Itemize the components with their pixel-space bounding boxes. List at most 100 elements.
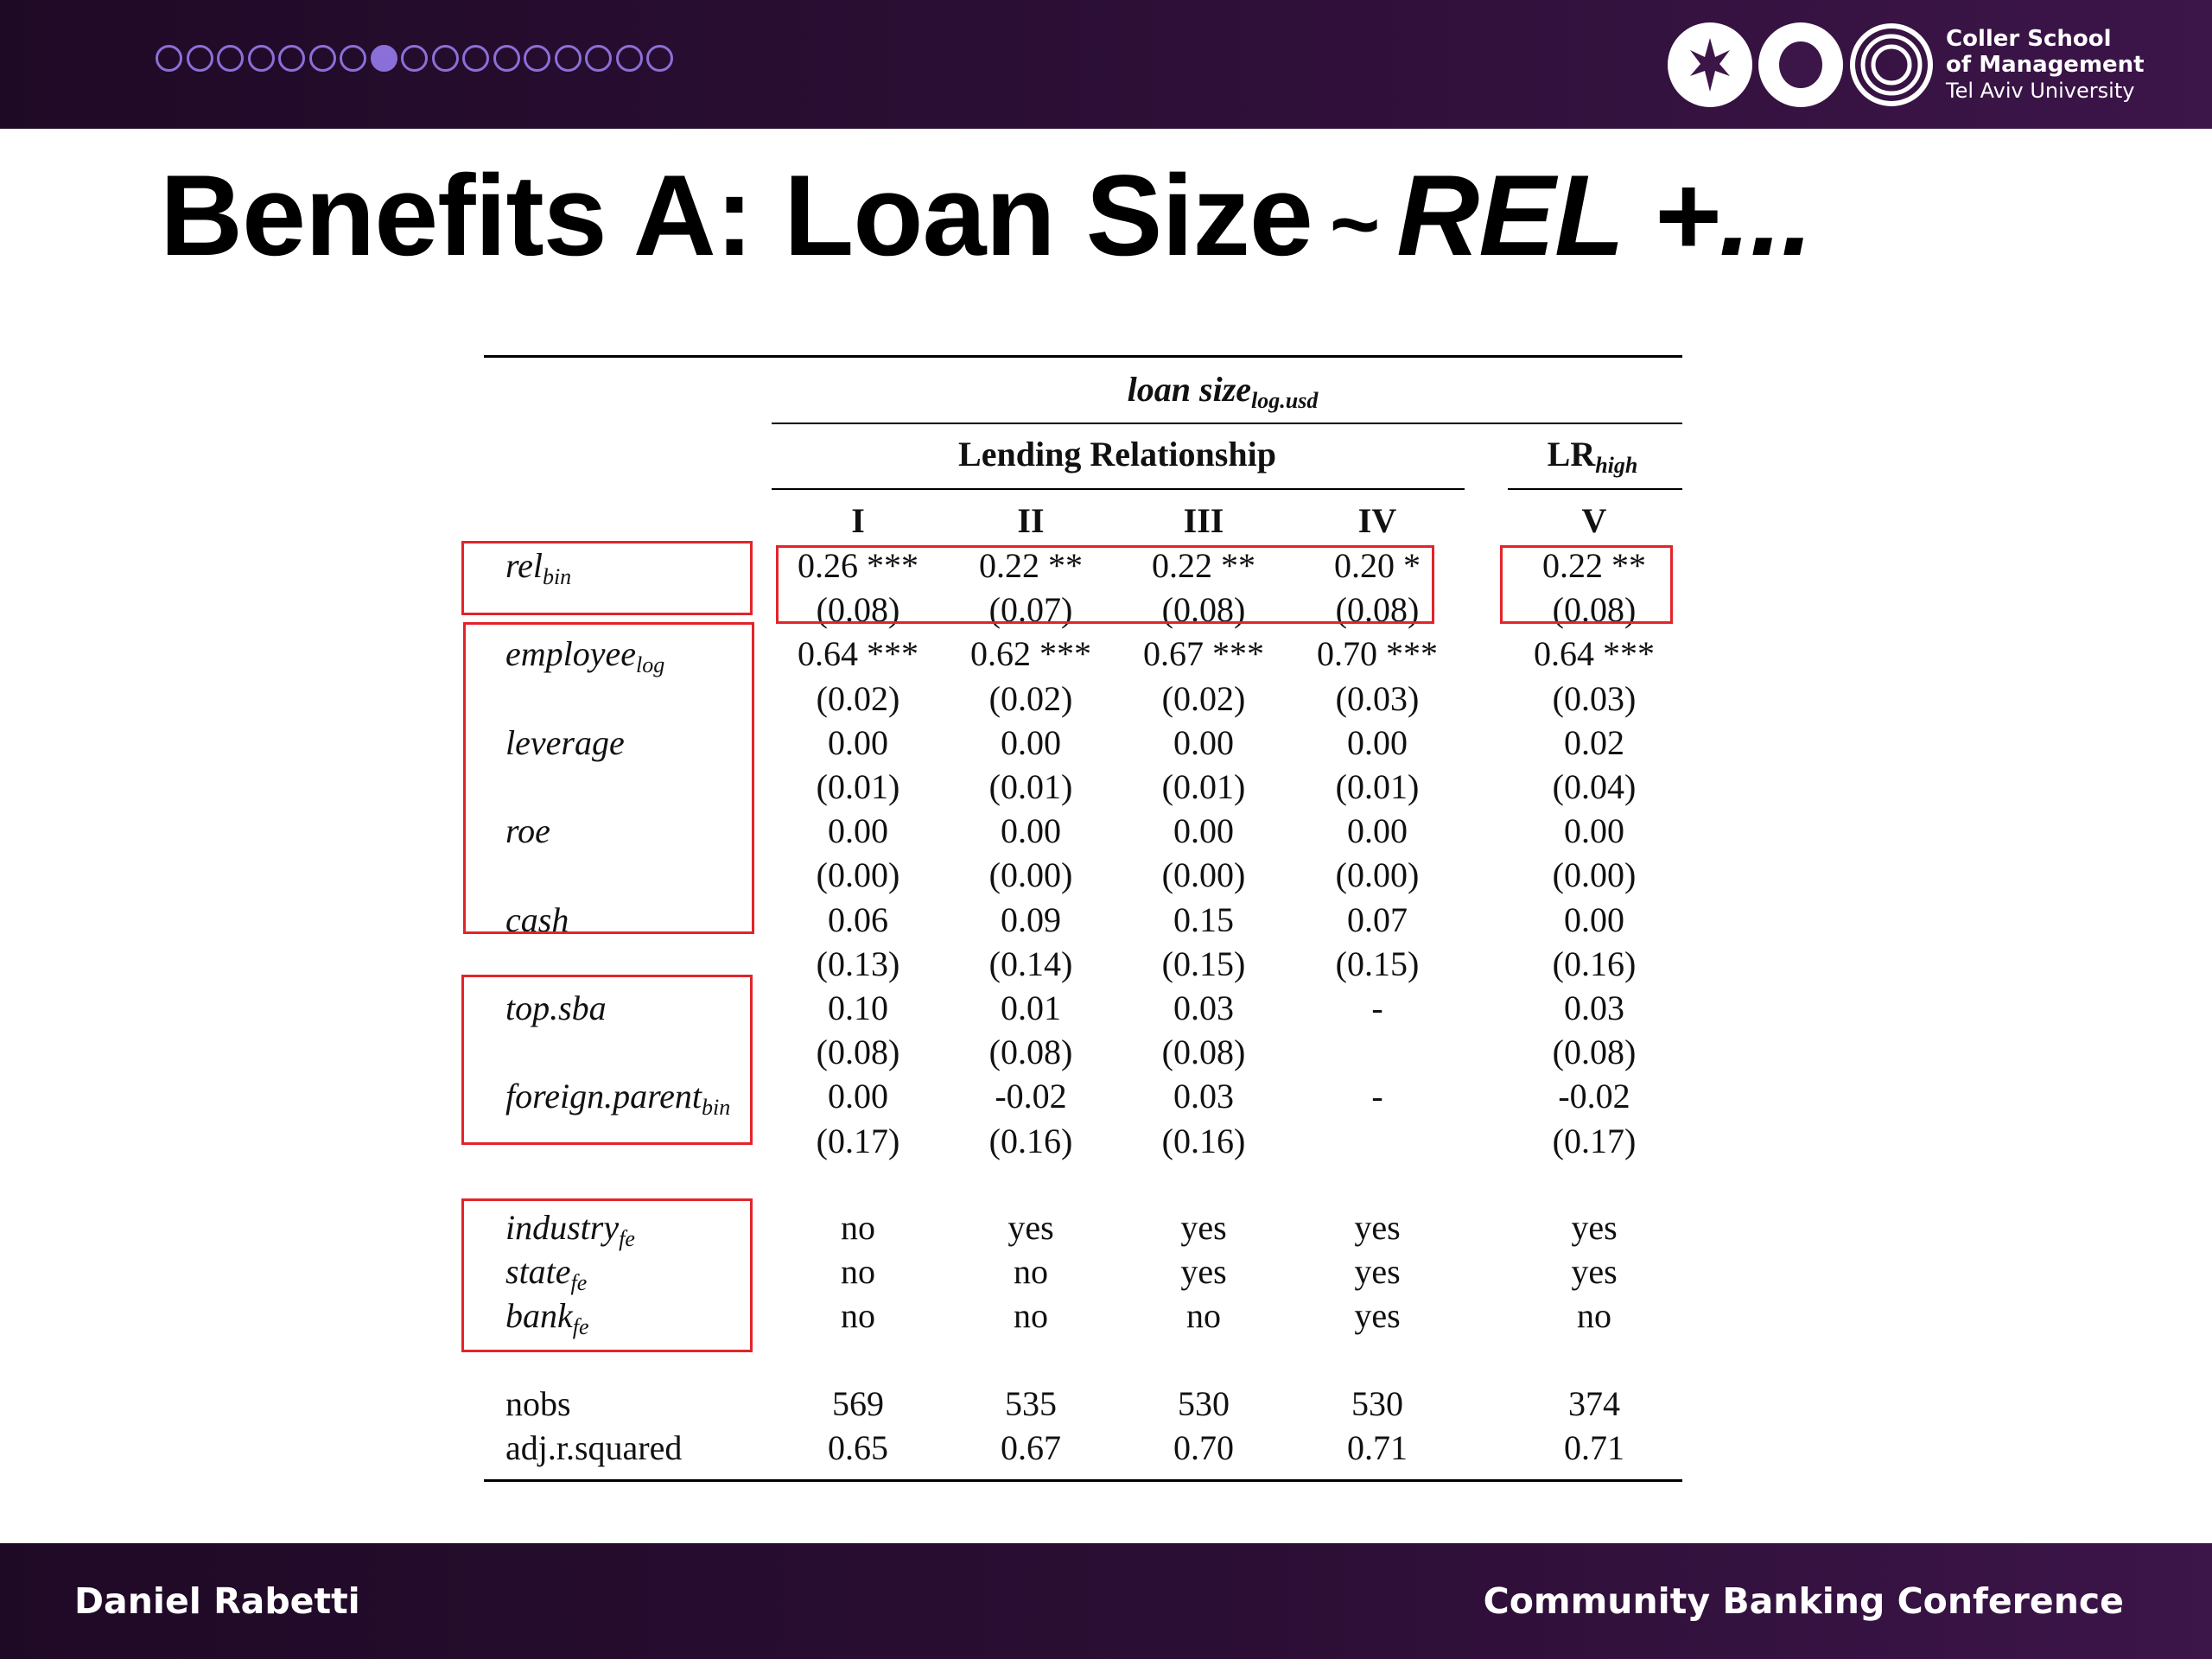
progress-dot[interactable] [524, 45, 550, 72]
progress-dot[interactable] [278, 45, 305, 72]
std-error-cell: (0.01) [988, 767, 1073, 806]
std-error-cell: (0.04) [1552, 767, 1637, 806]
std-error-cell: (0.00) [1335, 855, 1420, 895]
row-label-top-sba: top.sba [505, 988, 607, 1027]
progress-dot[interactable] [554, 45, 582, 72]
coefficient-cell: 0.64 *** [1534, 634, 1655, 674]
coefficient-cell: 0.06 [828, 899, 888, 939]
fixed-effect-cell: yes [1354, 1296, 1401, 1336]
university-logo: Coller School of Management Tel Aviv Uni… [1668, 22, 2177, 107]
coefficient-cell: 0.00 [1173, 811, 1234, 851]
coefficient-cell: -0.02 [1558, 1077, 1630, 1116]
progress-dot[interactable] [585, 45, 612, 72]
stat-cell: 530 [1351, 1384, 1403, 1423]
std-error-cell: (0.02) [816, 678, 900, 718]
progress-dot[interactable] [646, 45, 673, 72]
progress-dot[interactable] [493, 45, 520, 72]
stat-cell: 374 [1568, 1384, 1620, 1423]
coefficient-cell: 0.00 [828, 811, 888, 851]
progress-dot[interactable] [615, 45, 643, 72]
highlight-box-rel-label [461, 541, 753, 615]
progress-dot[interactable] [186, 45, 213, 72]
coefficient-cell: 0.10 [828, 988, 888, 1027]
table-bottom-rule [484, 1479, 1682, 1482]
column-header: II [1017, 501, 1045, 540]
progress-dot[interactable] [247, 45, 275, 72]
progress-dot[interactable] [217, 45, 244, 72]
progress-dot[interactable] [340, 45, 366, 72]
fixed-effect-cell: no [841, 1296, 875, 1336]
progress-dot[interactable] [370, 45, 397, 72]
stat-cell: 0.71 [1564, 1428, 1624, 1468]
progress-dot[interactable] [431, 45, 459, 72]
fixed-effect-cell: no [1186, 1296, 1221, 1336]
std-error-cell: (0.01) [816, 767, 900, 806]
std-error-cell: (0.16) [988, 1121, 1073, 1160]
fixed-effect-cell: yes [1571, 1252, 1618, 1292]
dep-var-rule [772, 423, 1682, 424]
coefficient-cell: 0.00 [1564, 811, 1624, 851]
title-main: Benefits A: Loan Size [160, 152, 1313, 280]
table-top-rule [484, 355, 1682, 358]
fixed-effect-cell: yes [1354, 1208, 1401, 1247]
row-label-roe: roe [505, 811, 550, 851]
std-error-cell: (0.08) [988, 1033, 1073, 1072]
coefficient-cell: - [1371, 1077, 1383, 1116]
slide-progress-dots [156, 45, 677, 76]
fe-label-bank: bankfe [505, 1296, 589, 1340]
column-header: V [1581, 501, 1607, 540]
std-error-cell: (0.16) [1552, 944, 1637, 983]
coefficient-cell: 0.00 [1347, 811, 1408, 851]
fixed-effect-cell: no [1014, 1252, 1048, 1292]
fixed-effect-cell: yes [1180, 1208, 1227, 1247]
fixed-effect-cell: no [841, 1208, 875, 1247]
fixed-effect-cell: no [841, 1252, 875, 1292]
std-error-cell: (0.01) [1335, 767, 1420, 806]
coefficient-cell: 0.07 [1347, 899, 1408, 939]
lr-high-header: LRhigh [1547, 435, 1638, 478]
fe-label-industry: industryfe [505, 1208, 635, 1251]
std-error-cell: (0.00) [1161, 855, 1246, 895]
coefficient-cell: 0.03 [1564, 988, 1624, 1027]
coefficient-cell: 0.22 ** [979, 546, 1083, 585]
stat-label: adj.r.squared [505, 1428, 683, 1468]
progress-dot[interactable] [401, 45, 428, 72]
std-error-cell: (0.02) [988, 678, 1073, 718]
row-label-foreign-parent: foreign.parentbin [505, 1077, 731, 1121]
std-error-cell: (0.17) [816, 1121, 900, 1160]
std-error-cell: (0.16) [1161, 1121, 1246, 1160]
coefficient-cell: 0.26 *** [798, 546, 918, 585]
coefficient-cell: 0.00 [1564, 899, 1624, 939]
coefficient-cell: 0.00 [1001, 811, 1061, 851]
conference-name: Community Banking Conference [1483, 1580, 2124, 1622]
coefficient-cell: 0.64 *** [798, 634, 918, 674]
school-name-line1: Coller School [1946, 26, 2112, 52]
fixed-effect-cell: yes [1354, 1252, 1401, 1292]
ring-logo-icon [1758, 22, 1843, 107]
std-error-cell: (0.00) [816, 855, 900, 895]
coefficient-cell: 0.00 [1001, 722, 1061, 762]
highlight-box-sba-parent [461, 975, 753, 1145]
std-error-cell: (0.03) [1335, 678, 1420, 718]
std-error-cell: (0.08) [1161, 1033, 1246, 1072]
fixed-effect-cell: no [1577, 1296, 1611, 1336]
progress-dot[interactable] [156, 45, 182, 72]
progress-dot[interactable] [308, 45, 336, 72]
column-header: I [851, 501, 865, 540]
coefficient-cell: 0.02 [1564, 722, 1624, 762]
highlight-box-rel-coefs [776, 545, 1434, 624]
coefficient-cell: 0.22 ** [1152, 546, 1255, 585]
group-left-rule [772, 488, 1465, 490]
std-error-cell: (0.15) [1161, 944, 1246, 983]
column-header: IV [1357, 501, 1397, 540]
coefficient-cell: - [1371, 988, 1383, 1027]
title-emph: REL +... [1396, 152, 1813, 280]
stat-cell: 569 [832, 1384, 884, 1423]
std-error-cell: (0.13) [816, 944, 900, 983]
stat-cell: 0.70 [1173, 1428, 1234, 1468]
std-error-cell: (0.00) [1552, 855, 1637, 895]
row-label-employee: employeelog [505, 634, 665, 678]
fixed-effect-cell: no [1014, 1296, 1048, 1336]
coefficient-cell: 0.00 [1347, 722, 1408, 762]
progress-dot[interactable] [462, 45, 489, 72]
